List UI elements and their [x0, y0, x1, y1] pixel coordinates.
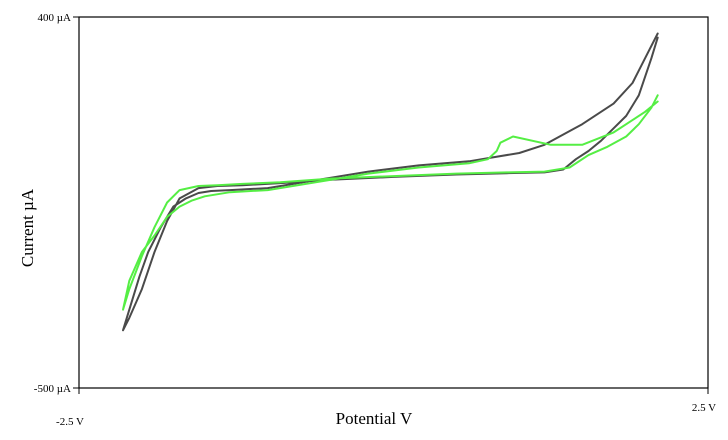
series-line-1 [122, 32, 659, 332]
y-axis-title: Current µA [18, 188, 37, 267]
x-tick-label-left: -2.5 V [56, 416, 84, 428]
plot-frame [78, 16, 709, 389]
x-tick-label-right: 2.5 V [692, 402, 716, 414]
x-axis-title: Potential V [336, 409, 413, 428]
y-tick-label-bottom: -500 µA [34, 383, 71, 395]
series-line-2 [122, 94, 659, 311]
series-group [122, 32, 659, 332]
y-tick-label-top: 400 µA [37, 12, 71, 24]
